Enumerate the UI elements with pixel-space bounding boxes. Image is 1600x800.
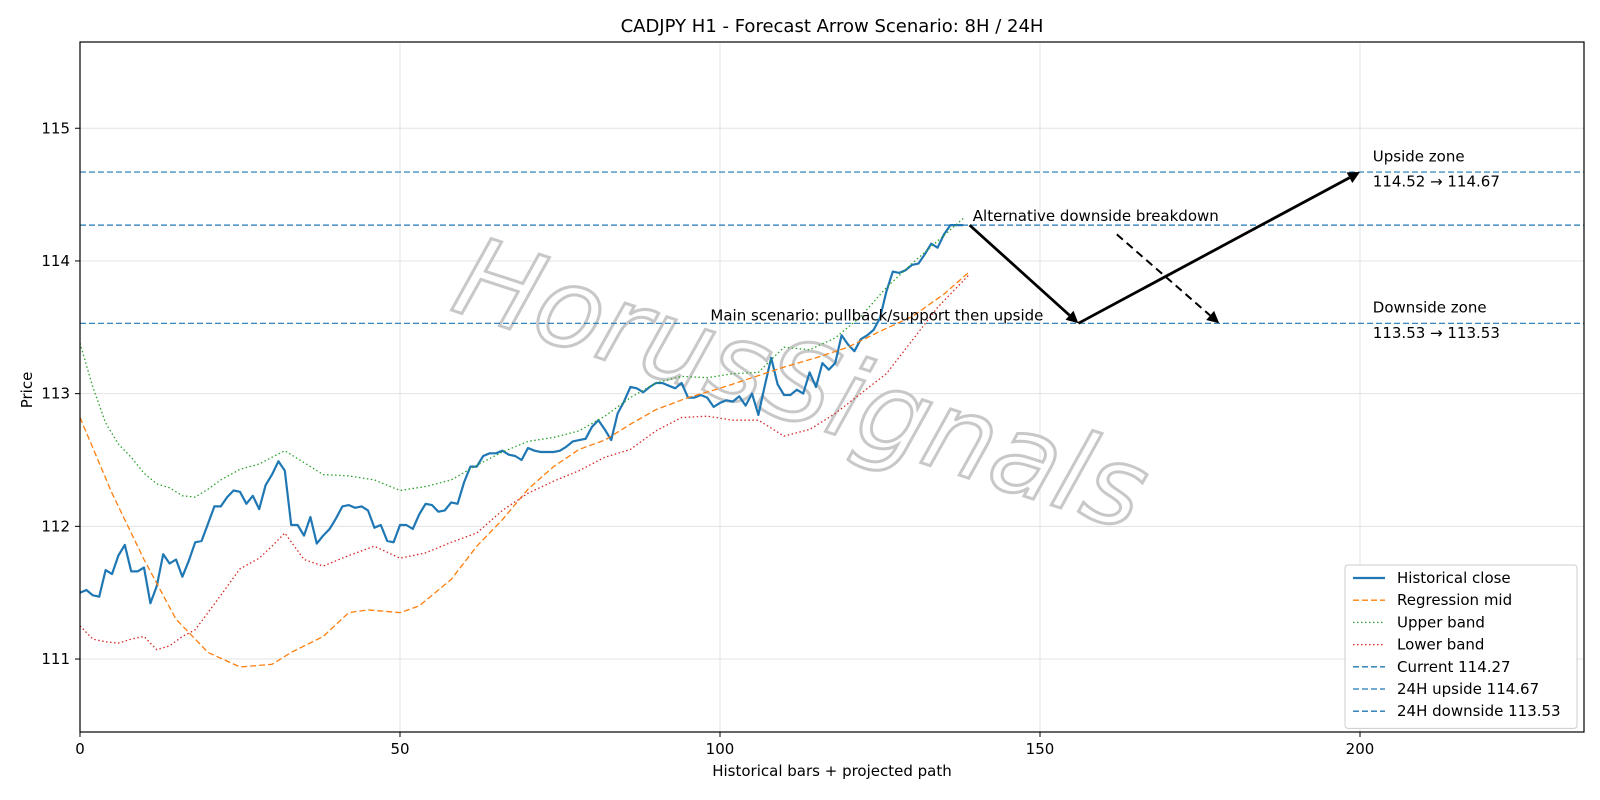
legend-label: Regression mid [1397,591,1512,609]
series-line [80,273,971,651]
arrow-head [1065,310,1079,324]
scenario-arrows [968,172,1360,325]
annotations: Main scenario: pullback/support then ups… [710,147,1499,341]
watermark: HorusSignals [439,211,1164,557]
y-tick-label: 113 [41,385,70,403]
chart-title: CADJPY H1 - Forecast Arrow Scenario: 8H … [621,16,1044,37]
y-tick-label: 114 [41,252,70,270]
y-axis-label: Price [18,372,36,409]
legend-label: Historical close [1397,569,1511,587]
y-tick-label: 115 [41,119,70,137]
watermark-text: HorusSignals [441,212,1163,555]
reference-lines [80,171,1584,324]
y-tick-label: 112 [41,517,70,535]
x-tick-label: 100 [706,740,735,758]
legend-label: Lower band [1397,636,1484,654]
legend-box [1344,564,1578,729]
x-tick-label: 150 [1026,740,1055,758]
legend-label: Current 114.27 [1397,658,1511,676]
x-axis-label: Historical bars + projected path [712,762,952,780]
arrow-shaft [968,224,1071,317]
series-line [80,218,964,498]
arrow-head [1206,310,1220,324]
annotation-label: Upside zone [1373,147,1465,165]
legend-label: 24H upside 114.67 [1397,680,1539,698]
x-tick-label: 50 [390,740,409,758]
legend-label: Upper band [1397,613,1485,631]
axis-ticks: 0 50 100 150 200 111 112 113 114 115 [41,119,1374,758]
annotation-label: Alternative downside breakdown [973,207,1219,225]
x-tick-label: 0 [75,740,85,758]
series-line [80,271,971,668]
annotation-label: 113.53 → 113.53 [1373,324,1500,342]
legend-label: 24H downside 113.53 [1397,702,1561,720]
arrow-head [1346,172,1360,183]
legend: Historical close Regression mid Upper band… [1344,564,1578,729]
arrow-shaft [1116,233,1211,317]
annotation-label: Downside zone [1373,299,1487,317]
plot-frame [79,41,1585,733]
arrow-shaft [1077,176,1351,325]
series-line [80,224,964,605]
series-lines [80,218,971,668]
x-tick-label: 200 [1346,740,1375,758]
annotation-label: 114.52 → 114.67 [1373,173,1500,191]
y-tick-label: 111 [41,650,70,668]
annotation-label: Main scenario: pullback/support then ups… [710,307,1043,325]
